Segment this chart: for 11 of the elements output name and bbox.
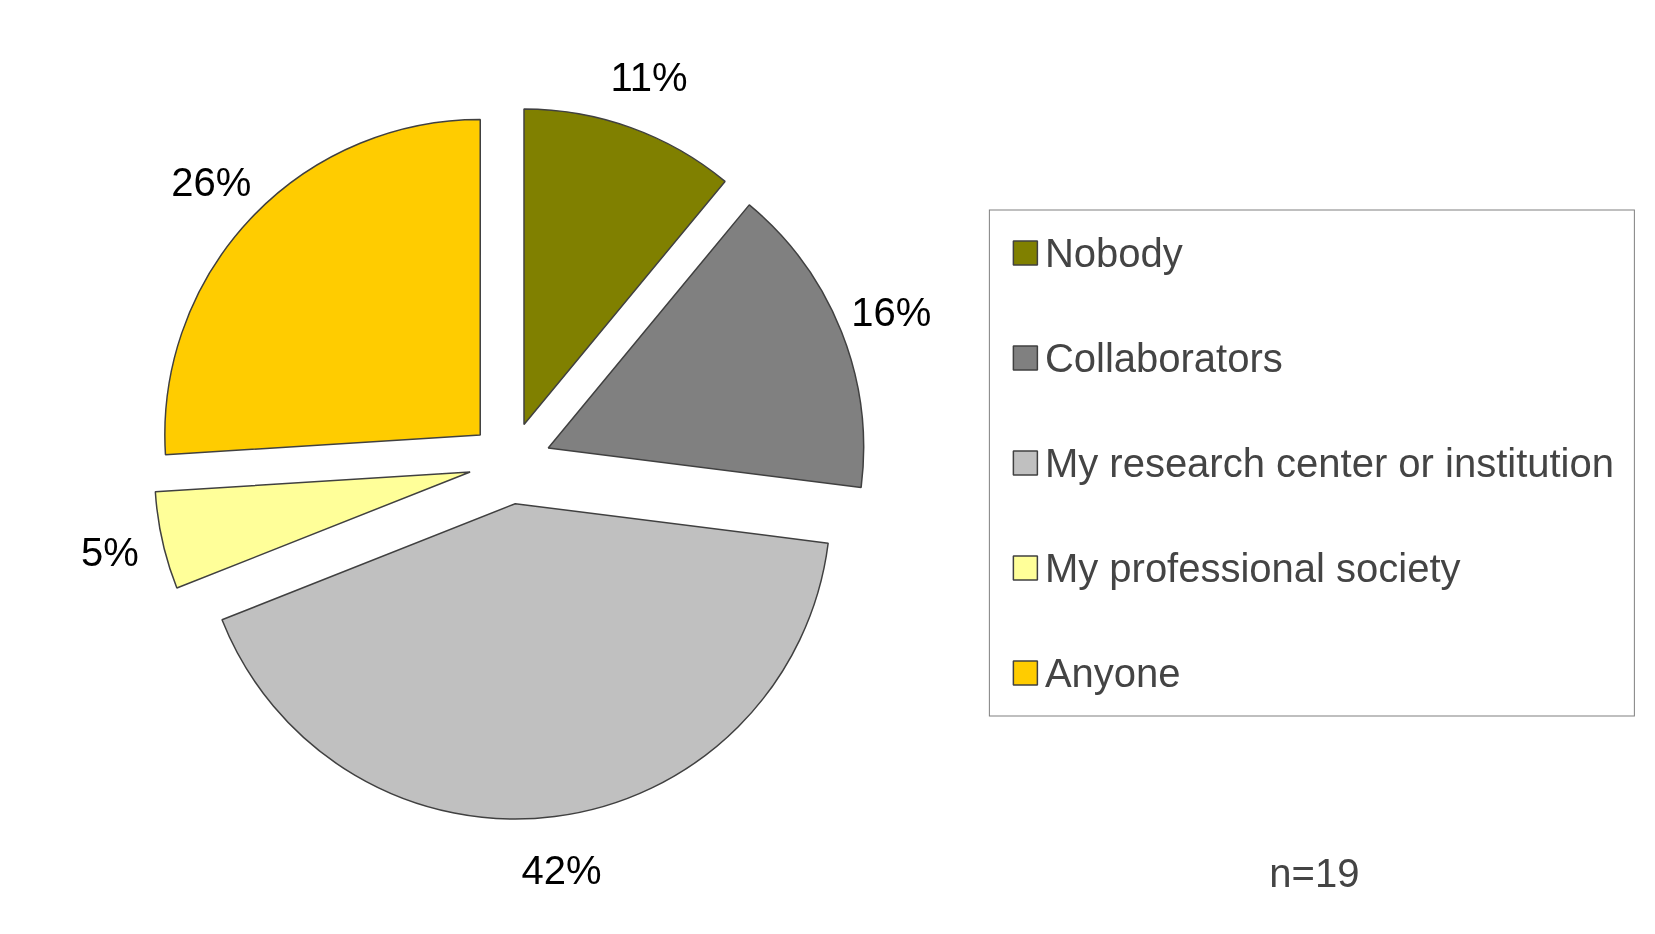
legend-label: Nobody [1044,230,1183,275]
legend-label: Anyone [1044,650,1181,695]
legend-label: Collaborators [1044,335,1283,380]
data-label: 11% [610,55,688,100]
data-label: 5% [81,530,139,575]
data-label: 16% [851,290,932,335]
data-label: 26% [171,160,252,205]
text: n=19 [1269,851,1360,896]
data-label: 42% [521,847,602,892]
legend-label: My professional society [1044,545,1461,590]
legend-label: My research center or institution [1044,440,1614,485]
